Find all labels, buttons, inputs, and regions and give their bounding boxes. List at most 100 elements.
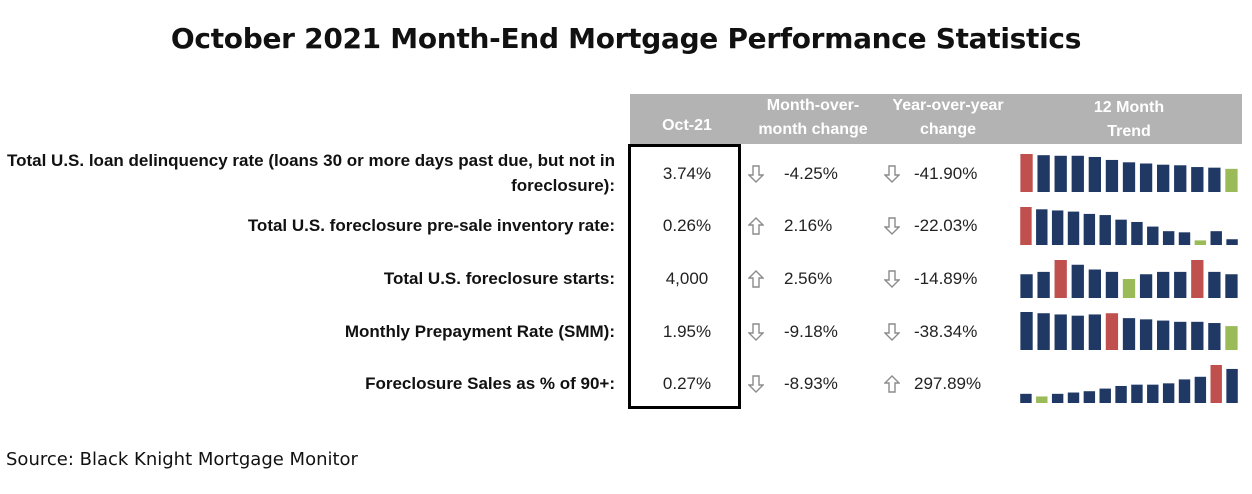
trend-bar [1208,271,1221,298]
trend-bar [1226,239,1238,245]
page-title: October 2021 Month-End Mortgage Performa… [170,22,1082,55]
trend-bar [1105,159,1119,192]
trend-bar [1139,274,1153,298]
mom-arrow-icon [748,270,764,288]
trend-bar [1020,312,1033,350]
source-note: Source: Black Knight Mortgage Monitor [6,449,358,470]
row-value-prepayment: 1.95% [662,322,712,341]
mom-arrow-icon [748,217,764,235]
trend-bar [1157,320,1170,350]
arrow-up-icon [884,375,900,393]
row-mom-fc-starts: 2.56% [784,269,833,288]
trend-bar [1194,376,1207,403]
trend-bar [1139,319,1153,350]
sparkline-fc-starts [1020,260,1238,298]
header-trend-line2: Trend [1107,123,1151,140]
yoy-arrow-icon [884,270,900,288]
sparkline-preforeclosure [1020,207,1238,245]
trend-bar [1174,321,1187,350]
trend-bar [1071,155,1084,192]
trend-bar [1139,163,1153,192]
trend-bar [1037,155,1050,192]
row-label-prepayment: Monthly Prepayment Rate (SMM): [0,319,615,344]
trend-bar [1194,240,1207,245]
arrow-down-icon [748,323,764,341]
yoy-arrow-icon [884,323,900,341]
yoy-arrow-icon [884,217,900,235]
current-month-highlight [628,144,741,409]
trend-bar [1174,165,1187,192]
trend-bar [1051,393,1064,403]
trend-bar [1147,226,1159,245]
arrow-up-icon [748,217,764,235]
trend-bar [1210,365,1222,403]
trend-bar [1208,167,1221,192]
sparkline-fc-sales [1020,365,1238,403]
trend-bar [1208,323,1221,350]
trend-bar [1131,221,1143,245]
mom-arrow-icon [748,165,764,183]
row-value-delinquency: 3.74% [662,164,712,183]
trend-bar [1178,232,1191,245]
row-label-delinquency-line2: foreclosure): [511,176,615,195]
header-mom-line1: Month-over- [766,97,860,114]
trend-bar [1054,155,1067,192]
trend-bar [1131,384,1143,403]
arrow-down-icon [884,217,900,235]
trend-bar [1036,396,1048,403]
trend-bar [1071,264,1084,298]
row-label-fc-sales-line1: Foreclosure Sales as % of 90+: [365,374,615,393]
trend-bar [1088,314,1101,350]
row-mom-prepayment: -9.18% [784,322,838,341]
row-yoy-fc-sales: 297.89% [914,374,982,393]
row-label-fc-starts-line1: Total U.S. foreclosure starts: [383,269,615,288]
trend-bar [1157,271,1170,298]
row-value-fc-starts: 4,000 [665,269,709,288]
trend-bar [1020,207,1032,245]
row-yoy-preforeclosure: -22.03% [914,216,978,235]
header-yoy-line1: Year-over-year [892,97,1004,114]
header-yoy-line2: change [919,121,976,138]
arrow-down-icon [884,323,900,341]
header-value-col: Oct-21 [662,117,712,134]
row-label-delinquency-line1: Total U.S. loan delinquency rate (loans … [6,151,615,170]
trend-bar [1099,388,1111,403]
row-yoy-prepayment: -38.34% [914,322,978,341]
trend-bar [1162,231,1175,245]
trend-bar [1122,318,1136,350]
arrow-down-icon [884,270,900,288]
trend-bar [1122,162,1136,192]
table-header-band [630,94,1242,144]
trend-bar [1020,393,1032,403]
trend-bar [1174,271,1187,298]
row-label-preforeclosure: Total U.S. foreclosure pre-sale inventor… [0,213,615,238]
arrow-down-icon [748,165,764,183]
yoy-arrow-icon [884,165,900,183]
trend-bar [1020,274,1033,298]
trend-bar [1191,167,1204,192]
trend-bar [1225,168,1238,192]
trend-bar [1105,313,1119,350]
row-yoy-delinquency: -41.90% [914,164,978,183]
trend-bar [1037,313,1050,350]
trend-bar [1225,326,1238,350]
row-mom-fc-sales: -8.93% [784,374,838,393]
trend-bar [1067,392,1080,403]
yoy-arrow-icon [884,375,900,393]
trend-bar [1191,260,1204,298]
row-value-preforeclosure: 0.26% [662,216,712,235]
trend-bar [1088,156,1101,192]
mom-arrow-icon [748,323,764,341]
row-label-fc-starts: Total U.S. foreclosure starts: [0,266,615,291]
header-trend-col: 12 Month Trend [1018,96,1240,144]
trend-bar [1071,315,1084,350]
trend-bar [1051,210,1064,245]
trend-bar [1105,271,1119,298]
header-mom-line2: month change [758,121,868,138]
arrow-up-icon [748,270,764,288]
trend-bar [1122,279,1136,298]
trend-bar [1225,274,1238,298]
row-label-delinquency: Total U.S. loan delinquency rate (loans … [0,148,615,198]
arrow-down-icon [748,375,764,393]
header-mom-col: Month-over- month change [748,94,878,142]
